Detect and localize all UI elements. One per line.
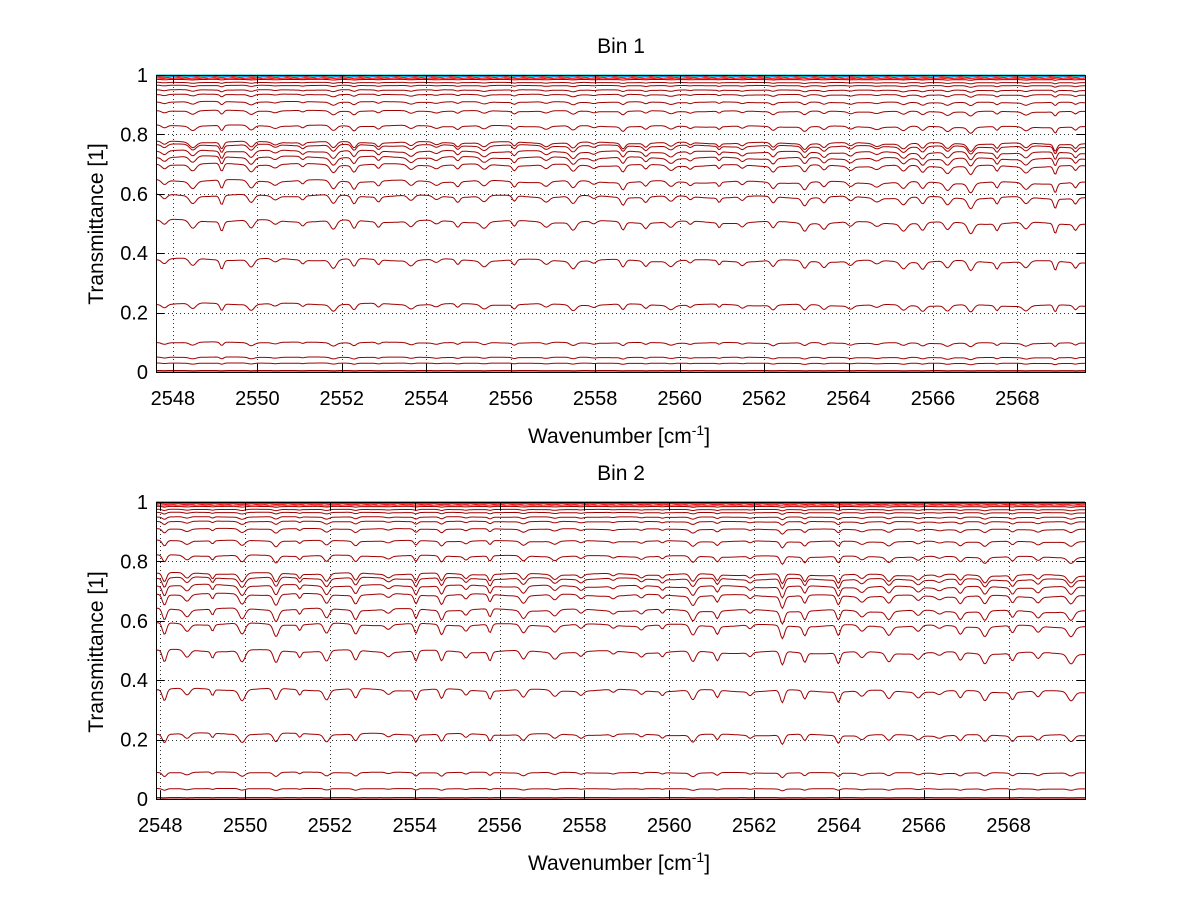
- y-tick-label: 0.6: [120, 184, 148, 206]
- x-tick-label: 2550: [223, 815, 268, 837]
- series-line: [155, 179, 1085, 194]
- y-axis-label: Transmittance [1]: [85, 571, 108, 732]
- x-axis-label: Wavenumber [cm-1]: [528, 422, 710, 448]
- x-axis-label: Wavenumber [cm-1]: [528, 849, 710, 875]
- series-line: [156, 554, 1086, 566]
- series-line: [156, 576, 1086, 590]
- y-axis-label: Transmittance [1]: [85, 143, 108, 304]
- y-tick-label: 0: [137, 362, 148, 384]
- series-line: [155, 302, 1085, 313]
- series-line: [156, 539, 1085, 549]
- x-axis-label-superscript: -1: [692, 849, 705, 865]
- series-line: [156, 622, 1086, 640]
- subplot-bin-1: Bin 1 2548 2550 2552 2554 2556 2558 2560 2562 25…: [85, 35, 1086, 448]
- series-line: [156, 516, 1085, 521]
- x-tick-label: 2550: [235, 388, 280, 410]
- series-line: [156, 78, 1085, 81]
- series-line: [156, 511, 1085, 515]
- series-line: [155, 583, 1086, 599]
- axes-box: [156, 75, 1086, 373]
- series-line-top: [155, 75, 1086, 77]
- x-tick-label: 2562: [742, 388, 787, 410]
- x-axis-label-base: Wavenumber [cm: [528, 425, 692, 448]
- series-line: [156, 520, 1085, 526]
- ticks: 2548 2550 2552 2554 2556 2558 2560 2562 2564 2566…: [120, 492, 1085, 837]
- x-tick-label: 2564: [826, 388, 871, 410]
- series-line: [155, 607, 1086, 625]
- y-tick-label: 1: [137, 65, 148, 87]
- series-line: [156, 527, 1085, 535]
- x-tick-label: 2568: [986, 815, 1031, 837]
- series-line: [155, 771, 1086, 779]
- subplot-bin-2: Bin 2 2548 2550 2552 2554 2556 2558 2560 2562 25…: [85, 462, 1086, 875]
- series-line: [155, 124, 1085, 134]
- plot-title: Bin 2: [597, 462, 645, 485]
- series-line: [156, 257, 1086, 272]
- x-tick-label: 2558: [562, 815, 607, 837]
- x-tick-label: 2560: [657, 388, 702, 410]
- y-tick-label: 0: [137, 789, 148, 811]
- series-line: [155, 648, 1085, 666]
- y-tick-label: 0.8: [120, 551, 148, 573]
- series-line: [156, 362, 1086, 366]
- series-line: [155, 341, 1086, 348]
- series-line: [155, 140, 1086, 153]
- x-tick-label: 2562: [732, 815, 777, 837]
- x-tick-label: 2568: [995, 388, 1040, 410]
- series-line-top: [155, 503, 1085, 506]
- series-line: [156, 84, 1085, 88]
- series-line: [155, 100, 1085, 107]
- series-line: [155, 592, 1085, 610]
- x-tick-label: 2554: [404, 388, 449, 410]
- y-tick-label: 0.4: [120, 670, 148, 692]
- series-line: [156, 81, 1085, 85]
- x-tick-label: 2558: [573, 388, 618, 410]
- x-axis-label-base: Wavenumber [cm: [528, 852, 692, 875]
- series-line: [156, 505, 1085, 508]
- x-axis-label-close: ]: [704, 852, 710, 875]
- y-tick-label: 0.2: [120, 303, 148, 325]
- series-line: [155, 155, 1086, 167]
- series-line: [155, 508, 1085, 512]
- series-line: [155, 162, 1086, 176]
- y-tick-label: 0.4: [120, 243, 148, 265]
- x-axis-label-superscript: -1: [692, 422, 705, 438]
- y-tick-label: 0.6: [120, 611, 148, 633]
- y-tick-label: 0.8: [120, 124, 148, 146]
- x-tick-label: 2548: [151, 388, 196, 410]
- series-line: [155, 193, 1086, 210]
- x-axis-label-close: ]: [704, 425, 710, 448]
- series-line: [156, 788, 1085, 792]
- x-tick-label: 2548: [138, 815, 183, 837]
- series-line: [156, 218, 1086, 235]
- series-line-top: [155, 77, 1086, 80]
- y-tick-label: 1: [137, 492, 148, 514]
- series-lines: [155, 74, 1086, 373]
- series-line: [156, 93, 1086, 98]
- series-line: [155, 687, 1086, 704]
- plot-title: Bin 1: [597, 35, 645, 58]
- x-tick-label: 2564: [817, 815, 862, 837]
- x-tick-label: 2552: [308, 815, 353, 837]
- series-line: [155, 109, 1086, 117]
- series-line: [156, 572, 1085, 585]
- ticks: 2548 2550 2552 2554 2556 2558 2560 2562 2564 2566…: [120, 65, 1085, 410]
- series-line: [156, 143, 1085, 155]
- series-line: [156, 149, 1086, 161]
- x-tick-label: 2552: [320, 388, 365, 410]
- y-tick-label: 0.2: [120, 730, 148, 752]
- axes-box: [156, 502, 1086, 800]
- x-tick-label: 2566: [911, 388, 956, 410]
- series-line-top: [155, 504, 1086, 507]
- x-tick-label: 2566: [902, 815, 947, 837]
- x-tick-label: 2556: [488, 388, 533, 410]
- series-line: [156, 89, 1085, 93]
- x-tick-label: 2554: [393, 815, 438, 837]
- series-line: [156, 732, 1086, 746]
- series-line: [155, 356, 1085, 361]
- x-tick-label: 2556: [477, 815, 522, 837]
- x-tick-label: 2560: [647, 815, 692, 837]
